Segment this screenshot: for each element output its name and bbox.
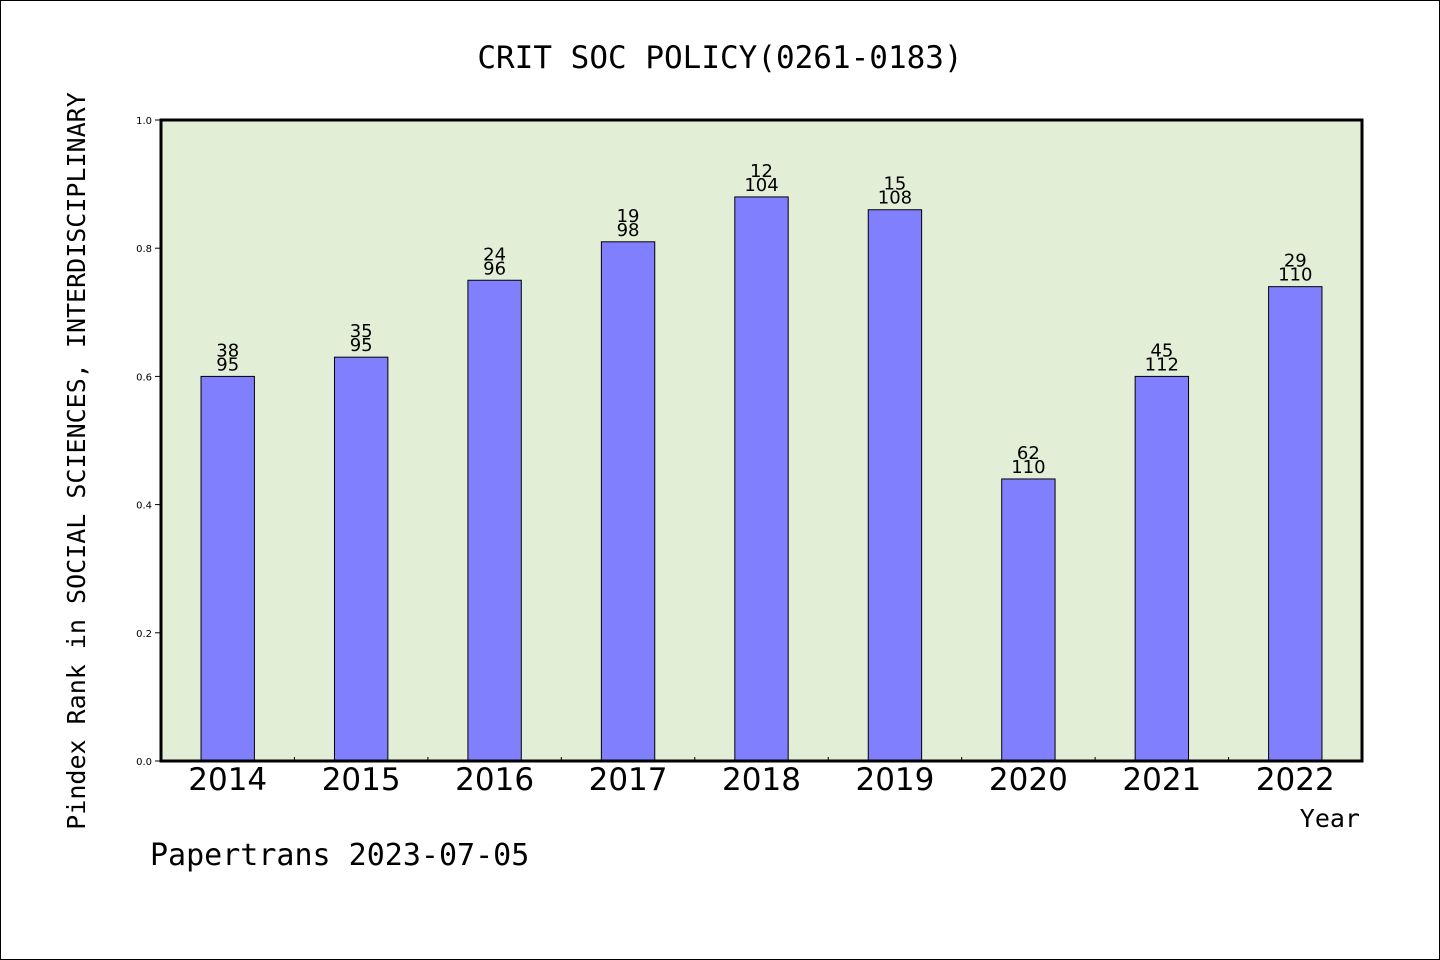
bar-total-label: 110 bbox=[1011, 457, 1045, 478]
y-tick-label: 0.2 bbox=[136, 629, 152, 640]
y-tick-label: 1.0 bbox=[136, 116, 152, 127]
bar-rank-label: 45 bbox=[1150, 340, 1173, 361]
x-tick-label: 2018 bbox=[722, 762, 801, 798]
bar-2022 bbox=[1268, 286, 1323, 762]
bar-2019 bbox=[867, 209, 923, 762]
bar-total-label: 95 bbox=[350, 335, 373, 356]
bar-2018 bbox=[734, 196, 789, 762]
bar-rank-label: 12 bbox=[750, 161, 773, 182]
bar-rank-label: 15 bbox=[883, 174, 906, 195]
bar-series bbox=[200, 196, 1323, 762]
bar-total-label: 112 bbox=[1145, 354, 1179, 375]
x-axis-ticks: 2014 2015 2016 2017 2018 2019 2020 2021 2022 bbox=[188, 757, 1335, 798]
bar-total-label: 98 bbox=[617, 220, 640, 241]
bar-2014 bbox=[200, 375, 255, 762]
chart-title: CRIT SOC POLICY(0261-0183) bbox=[477, 40, 962, 76]
bar-rank-label: 38 bbox=[216, 340, 239, 361]
x-tick-label: 2022 bbox=[1256, 762, 1335, 798]
x-tick-label: 2021 bbox=[1122, 762, 1201, 798]
x-tick-label: 2020 bbox=[989, 762, 1068, 798]
bar-2017 bbox=[600, 241, 656, 762]
bar-2021 bbox=[1134, 375, 1190, 762]
y-tick-label: 0.0 bbox=[136, 757, 152, 768]
bar-total-label: 108 bbox=[878, 188, 912, 209]
bar-rank-label: 24 bbox=[483, 244, 506, 265]
y-tick-label: 0.8 bbox=[136, 244, 152, 255]
bar-total-label: 96 bbox=[483, 258, 506, 279]
x-tick-label: 2019 bbox=[855, 762, 934, 798]
bar-rank-label: 62 bbox=[1017, 443, 1040, 464]
x-tick-label: 2016 bbox=[455, 762, 534, 798]
x-axis-label: Year bbox=[1300, 804, 1360, 833]
bar-rank-label: 19 bbox=[617, 206, 640, 227]
bar-rank-label: 29 bbox=[1284, 251, 1307, 272]
bar-rank-label: 35 bbox=[350, 321, 373, 342]
bar-total-label: 95 bbox=[216, 354, 239, 375]
bar-2016 bbox=[467, 279, 522, 762]
x-tick-label: 2014 bbox=[188, 762, 267, 798]
bar-total-label: 104 bbox=[744, 175, 778, 196]
footer-credit: Papertrans 2023-07-05 bbox=[150, 838, 529, 873]
bar-2020 bbox=[1001, 478, 1056, 762]
x-tick-label: 2015 bbox=[322, 762, 401, 798]
y-tick-label: 0.4 bbox=[136, 501, 152, 512]
y-axis-label: Pindex Rank in SOCIAL SCIENCES, INTERDIS… bbox=[62, 92, 91, 830]
plot-border bbox=[159, 118, 1364, 763]
x-tick-label: 2017 bbox=[589, 762, 668, 798]
bar-total-label: 110 bbox=[1278, 265, 1312, 286]
y-tick-label: 0.6 bbox=[136, 372, 152, 383]
y-axis-ticks: 0.0 0.2 0.4 0.6 0.8 1.0 bbox=[136, 116, 161, 768]
bar-2015 bbox=[333, 356, 389, 762]
